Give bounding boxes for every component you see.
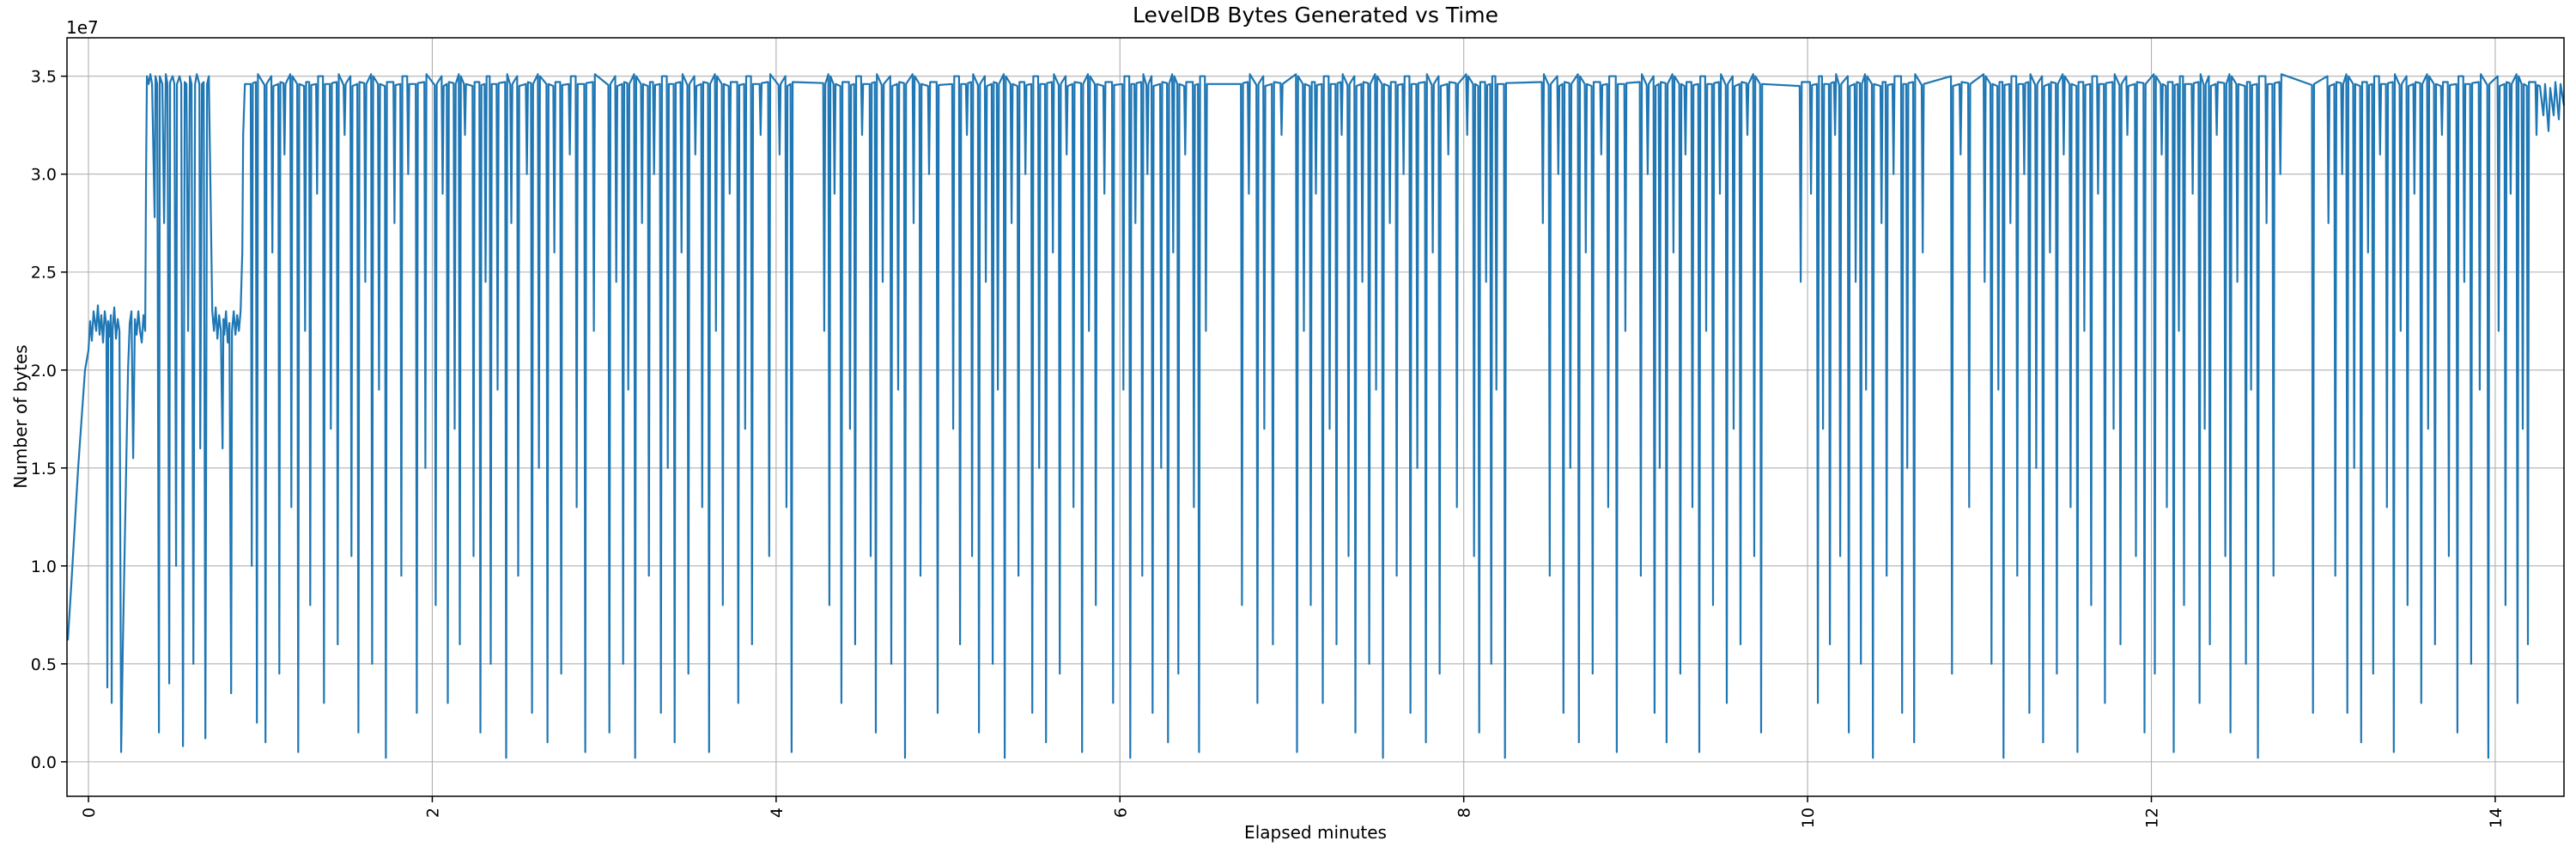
x-tick-label: 0	[80, 807, 99, 818]
y-tick-label: 1.0	[31, 557, 57, 576]
x-tick-label: 10	[1799, 807, 1818, 828]
y-tick-label: 3.5	[31, 68, 57, 87]
x-tick-label: 2	[423, 807, 442, 818]
y-tick-label: 2.0	[31, 362, 57, 381]
axes-spines	[66, 37, 2565, 797]
x-tick-label: 8	[1455, 807, 1474, 818]
y-tick-label: 0.5	[31, 655, 57, 674]
y-tick-label: 2.5	[31, 264, 57, 283]
x-axis-label: Elapsed minutes	[1244, 822, 1387, 843]
y-tick-label: 1.5	[31, 460, 57, 478]
x-tick-label: 6	[1111, 807, 1130, 818]
x-tick-label: 14	[2487, 807, 2506, 828]
data-line	[66, 73, 2566, 759]
y-tick-label: 0.0	[31, 753, 57, 772]
x-tick-label: 4	[768, 807, 787, 818]
chart-title: LevelDB Bytes Generated vs Time	[1133, 3, 1498, 27]
y-tick-label: 3.0	[31, 166, 57, 185]
y-axis-offset-label: 1e7	[66, 17, 99, 38]
x-tick-label: 12	[2143, 807, 2162, 828]
